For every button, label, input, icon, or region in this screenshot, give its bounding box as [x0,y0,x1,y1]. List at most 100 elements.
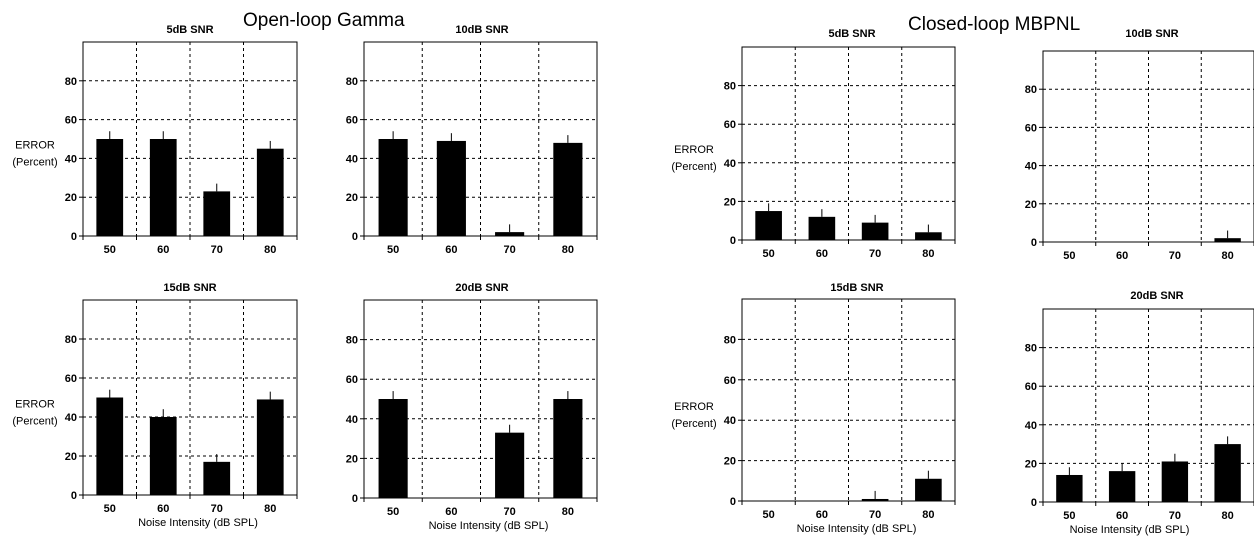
bar [915,478,942,501]
y-tick-label: 20 [346,453,358,465]
x-tick-label: 80 [1222,510,1234,522]
x-tick-label: 60 [816,509,828,521]
x-tick-label: 70 [1169,250,1181,262]
bar [1108,471,1136,502]
y-tick-label: 60 [65,115,77,127]
y-tick-label: 80 [1025,343,1037,355]
chart-panel-5: 0 20 40 60 80 50 60 70 80 5dB SNR ERROR (Percent) [671,28,956,260]
bar [495,232,525,236]
y-tick-label: 60 [346,115,358,127]
panel-title: 20dB SNR [1130,290,1183,302]
y-tick-label: 60 [65,373,77,385]
y-tick-label: 60 [1025,381,1037,393]
bar [96,397,124,495]
y-tick-label: 20 [724,196,736,208]
x-tick-label: 70 [504,506,516,518]
panel-title: 10dB SNR [1125,28,1178,40]
bar [203,191,231,236]
x-axis-label: Noise Intensity (dB SPL) [797,523,917,535]
y-tick-label: 80 [1025,84,1037,96]
chart-panel-2: 0 20 40 60 80 50 60 70 80 10dB SNR [346,24,598,256]
y-axis-label: ERROR [674,401,714,413]
y-tick-label: 0 [71,490,77,502]
group-title-open-loop: Open-loop Gamma [243,10,405,31]
panel-title: 20dB SNR [455,282,508,294]
x-tick-label: 60 [157,244,169,256]
y-tick-label: 0 [352,231,358,243]
x-tick-label: 80 [922,509,934,521]
y-axis-label: (Percent) [671,161,716,173]
x-tick-label: 60 [445,506,457,518]
bar [1161,461,1189,502]
panel-title: 5dB SNR [166,24,213,36]
bar [256,399,284,495]
y-axis-label: ERROR [15,398,55,410]
x-tick-label: 70 [211,503,223,515]
x-tick-label: 50 [387,244,399,256]
bar [149,139,177,236]
x-tick-label: 50 [387,506,399,518]
bar [915,232,942,240]
bar [553,399,583,498]
chart-panel-4: 0 20 40 60 80 50 60 70 80 20dB SNR Noise Intensity… [346,282,598,532]
y-tick-label: 40 [724,158,736,170]
x-tick-label: 50 [104,503,116,515]
x-tick-label: 60 [816,248,828,260]
y-tick-label: 20 [1025,458,1037,470]
y-tick-label: 20 [724,456,736,468]
bar [203,461,231,495]
bar [861,222,889,240]
x-tick-label: 80 [264,503,276,515]
bar [149,417,177,495]
x-tick-label: 60 [1116,510,1128,522]
x-axis-label: Noise Intensity (dB SPL) [138,517,258,529]
y-axis-label: ERROR [15,140,55,152]
y-tick-label: 20 [65,451,77,463]
x-tick-label: 70 [869,248,881,260]
x-tick-label: 70 [869,509,881,521]
y-axis-label: ERROR [674,144,714,156]
chart-panel-7: 0 20 40 60 80 50 60 70 80 15dB SNR ERROR (Percent) N… [671,282,956,535]
y-tick-label: 80 [346,335,358,347]
y-tick-label: 60 [346,374,358,386]
y-tick-label: 40 [724,415,736,427]
x-tick-label: 50 [763,509,775,521]
bar [495,432,525,498]
y-tick-label: 60 [724,375,736,387]
x-axis-label: Noise Intensity (dB SPL) [429,520,549,532]
y-tick-label: 20 [65,192,77,204]
bar [861,498,889,501]
panel-title: 5dB SNR [828,28,875,40]
x-tick-label: 50 [763,248,775,260]
x-tick-label: 50 [1063,510,1075,522]
y-tick-label: 0 [352,493,358,505]
x-tick-label: 80 [562,506,574,518]
bar [808,216,836,240]
y-tick-label: 80 [65,76,77,88]
x-tick-label: 60 [1116,250,1128,262]
chart-panel-8: 0 20 40 60 80 50 60 70 80 20dB SNR Noise Intensity… [1025,290,1254,536]
y-tick-label: 20 [1025,199,1037,211]
y-tick-label: 40 [65,153,77,165]
x-tick-label: 50 [1063,250,1075,262]
x-tick-label: 80 [562,244,574,256]
y-axis-label: (Percent) [671,418,716,430]
x-tick-label: 70 [1169,510,1181,522]
bar [256,148,284,236]
y-tick-label: 0 [1031,237,1037,249]
x-tick-label: 80 [1222,250,1234,262]
chart-panels: 0 20 40 60 80 50 60 70 80 5dB SNR ERROR (Percent) 0 2… [12,24,1254,536]
y-tick-label: 40 [1025,161,1037,173]
chart-panel-6: 0 20 40 60 80 50 60 70 80 10dB SNR [1025,28,1254,262]
y-tick-label: 0 [71,231,77,243]
panel-title: 15dB SNR [163,282,216,294]
y-tick-label: 40 [346,414,358,426]
bar [378,139,408,236]
panel-title: 15dB SNR [830,282,883,294]
y-tick-label: 80 [65,334,77,346]
bar [378,399,408,498]
x-tick-label: 50 [104,244,116,256]
panel-title: 10dB SNR [455,24,508,36]
y-tick-label: 40 [65,412,77,424]
